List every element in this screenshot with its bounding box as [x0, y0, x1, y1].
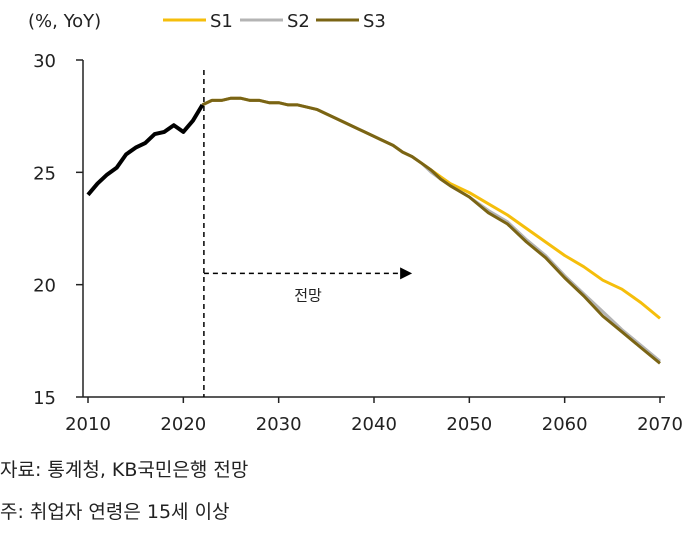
x-tick-label: 2020: [160, 414, 206, 435]
series-line-s2: [201, 96, 661, 363]
legend-label-s1: S1: [210, 11, 233, 32]
x-tick-label: 2030: [256, 414, 302, 435]
x-tick-label: 2040: [351, 414, 397, 435]
forecast-label: 전망: [294, 286, 322, 304]
y-tick-label: 20: [33, 276, 56, 297]
historical-line: [86, 103, 205, 197]
y-tick-label: 25: [33, 163, 56, 184]
series-line-s1: [201, 96, 661, 320]
line-chart: 15 20 25 30 2010 2020 2030 2040 2050 2060 2070 (%, …: [28, 11, 683, 435]
source-note: 자료: 통계청, KB국민은행 전망: [0, 459, 249, 481]
footnote: 주: 취업자 연령은 15세 이상: [0, 501, 230, 523]
forecast-arrow-head: [400, 267, 413, 280]
y-tick-label: 15: [33, 388, 56, 409]
x-tick-label: 2070: [637, 414, 683, 435]
x-tick-label: 2010: [65, 414, 111, 435]
legend-label-s3: S3: [363, 11, 386, 32]
legend-label-s2: S2: [287, 11, 310, 32]
series-line-s3: [201, 96, 661, 365]
unit-label: (%, YoY): [28, 11, 101, 32]
x-tick-label: 2050: [446, 414, 492, 435]
x-tick-label: 2060: [542, 414, 588, 435]
y-tick-label: 30: [33, 51, 56, 72]
